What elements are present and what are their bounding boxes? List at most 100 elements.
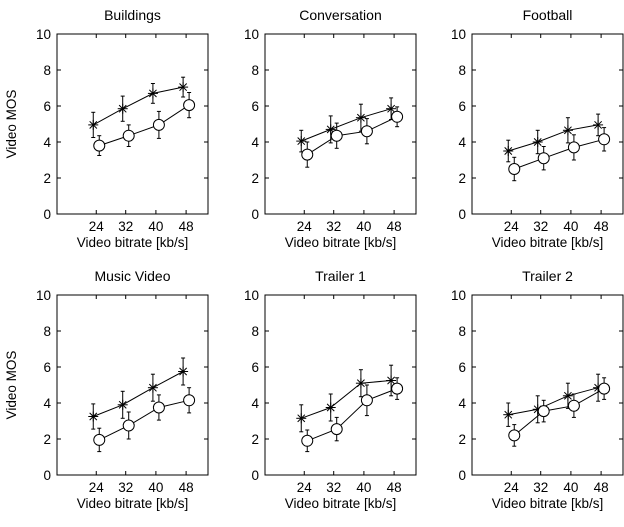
circle-marker bbox=[183, 99, 196, 112]
circle-marker bbox=[508, 429, 521, 442]
chart-title: Trailer 1 bbox=[315, 268, 366, 284]
star-marker bbox=[593, 119, 604, 130]
x-tick-label: 48 bbox=[594, 480, 609, 495]
circle-marker bbox=[598, 133, 611, 146]
circle-marker bbox=[360, 125, 373, 138]
circle-marker bbox=[152, 401, 165, 414]
y-tick-label: 0 bbox=[458, 468, 466, 483]
x-tick-label: 24 bbox=[504, 480, 520, 495]
y-tick-label: 2 bbox=[43, 171, 51, 186]
y-tick-label: 4 bbox=[251, 396, 259, 411]
x-tick-label: 48 bbox=[179, 219, 194, 234]
x-axis-label: Video bitrate [kb/s] bbox=[285, 496, 397, 511]
y-tick-label: 10 bbox=[244, 27, 259, 42]
series-line bbox=[513, 388, 605, 436]
y-tick-label: 2 bbox=[458, 171, 466, 186]
star-marker bbox=[355, 112, 366, 123]
circle-marker bbox=[567, 399, 580, 412]
x-axis-label: Video bitrate [kb/s] bbox=[492, 496, 604, 511]
y-tick-label: 4 bbox=[43, 396, 51, 411]
x-tick-label: 48 bbox=[387, 480, 402, 495]
star-marker bbox=[147, 88, 158, 99]
x-tick-label: 32 bbox=[326, 480, 341, 495]
x-tick-label: 48 bbox=[179, 480, 194, 495]
circle-marker bbox=[330, 129, 343, 142]
y-tick-label: 6 bbox=[458, 360, 466, 375]
x-tick-label: 24 bbox=[89, 480, 105, 495]
series-line bbox=[306, 116, 398, 156]
x-tick-label: 40 bbox=[356, 480, 371, 495]
star-marker bbox=[147, 382, 158, 393]
star-marker bbox=[503, 409, 514, 420]
y-tick-label: 6 bbox=[251, 360, 259, 375]
x-tick-label: 32 bbox=[326, 219, 341, 234]
star-marker bbox=[88, 119, 99, 130]
x-axis-label: Video bitrate [kb/s] bbox=[77, 235, 189, 250]
y-tick-label: 4 bbox=[43, 135, 51, 150]
plot-frame bbox=[471, 33, 624, 215]
series-line bbox=[301, 108, 392, 142]
circle-marker bbox=[360, 394, 373, 407]
series-line bbox=[301, 380, 392, 419]
y-axis-label: Video MOS bbox=[4, 90, 19, 159]
circle-marker bbox=[598, 382, 611, 395]
star-marker bbox=[88, 411, 99, 422]
x-tick-label: 40 bbox=[148, 480, 163, 495]
x-tick-label: 24 bbox=[89, 219, 105, 234]
chart-title: Music Video bbox=[94, 268, 170, 284]
x-axis-label: Video bitrate [kb/s] bbox=[77, 496, 189, 511]
chart-title: Buildings bbox=[104, 7, 161, 23]
star-marker bbox=[503, 146, 514, 156]
x-tick-label: 24 bbox=[297, 480, 313, 495]
y-tick-label: 0 bbox=[43, 207, 51, 222]
star-marker bbox=[296, 136, 307, 147]
x-axis-label: Video bitrate [kb/s] bbox=[492, 235, 604, 250]
chart-title: Trailer 2 bbox=[522, 268, 573, 284]
star-marker bbox=[562, 125, 573, 136]
y-tick-label: 8 bbox=[458, 63, 466, 78]
plot-frame bbox=[56, 33, 209, 215]
star-marker bbox=[178, 82, 189, 93]
y-tick-label: 10 bbox=[451, 27, 466, 42]
y-tick-label: 8 bbox=[43, 324, 51, 339]
y-tick-label: 2 bbox=[43, 432, 51, 447]
circle-marker bbox=[183, 394, 196, 407]
plot-frame bbox=[264, 294, 417, 476]
y-tick-label: 0 bbox=[251, 207, 259, 222]
chart-title: Football bbox=[523, 7, 573, 23]
star-marker bbox=[355, 378, 366, 389]
series-line bbox=[307, 388, 398, 442]
y-tick-label: 4 bbox=[251, 135, 259, 150]
series-line bbox=[508, 387, 599, 416]
y-tick-label: 10 bbox=[451, 288, 466, 303]
plot-frame bbox=[56, 294, 209, 476]
y-tick-label: 6 bbox=[458, 99, 466, 114]
y-tick-label: 8 bbox=[458, 324, 466, 339]
x-tick-label: 24 bbox=[504, 219, 520, 234]
y-tick-label: 4 bbox=[458, 135, 466, 150]
circle-marker bbox=[93, 139, 106, 152]
star-marker bbox=[117, 103, 128, 114]
star-marker bbox=[178, 366, 189, 377]
circle-marker bbox=[537, 405, 550, 418]
y-tick-label: 8 bbox=[251, 63, 259, 78]
circle-marker bbox=[122, 419, 135, 432]
y-tick-label: 10 bbox=[36, 27, 51, 42]
circle-marker bbox=[391, 110, 404, 123]
y-tick-label: 2 bbox=[251, 432, 259, 447]
star-marker bbox=[325, 402, 336, 413]
plot-frame bbox=[264, 33, 417, 215]
x-tick-label: 32 bbox=[533, 480, 548, 495]
x-tick-label: 32 bbox=[533, 219, 548, 234]
y-tick-label: 0 bbox=[43, 468, 51, 483]
y-tick-label: 10 bbox=[36, 288, 51, 303]
y-tick-label: 6 bbox=[43, 99, 51, 114]
circle-marker bbox=[508, 163, 521, 175]
star-marker bbox=[532, 137, 543, 147]
circle-marker bbox=[93, 433, 106, 446]
x-tick-label: 40 bbox=[356, 219, 371, 234]
